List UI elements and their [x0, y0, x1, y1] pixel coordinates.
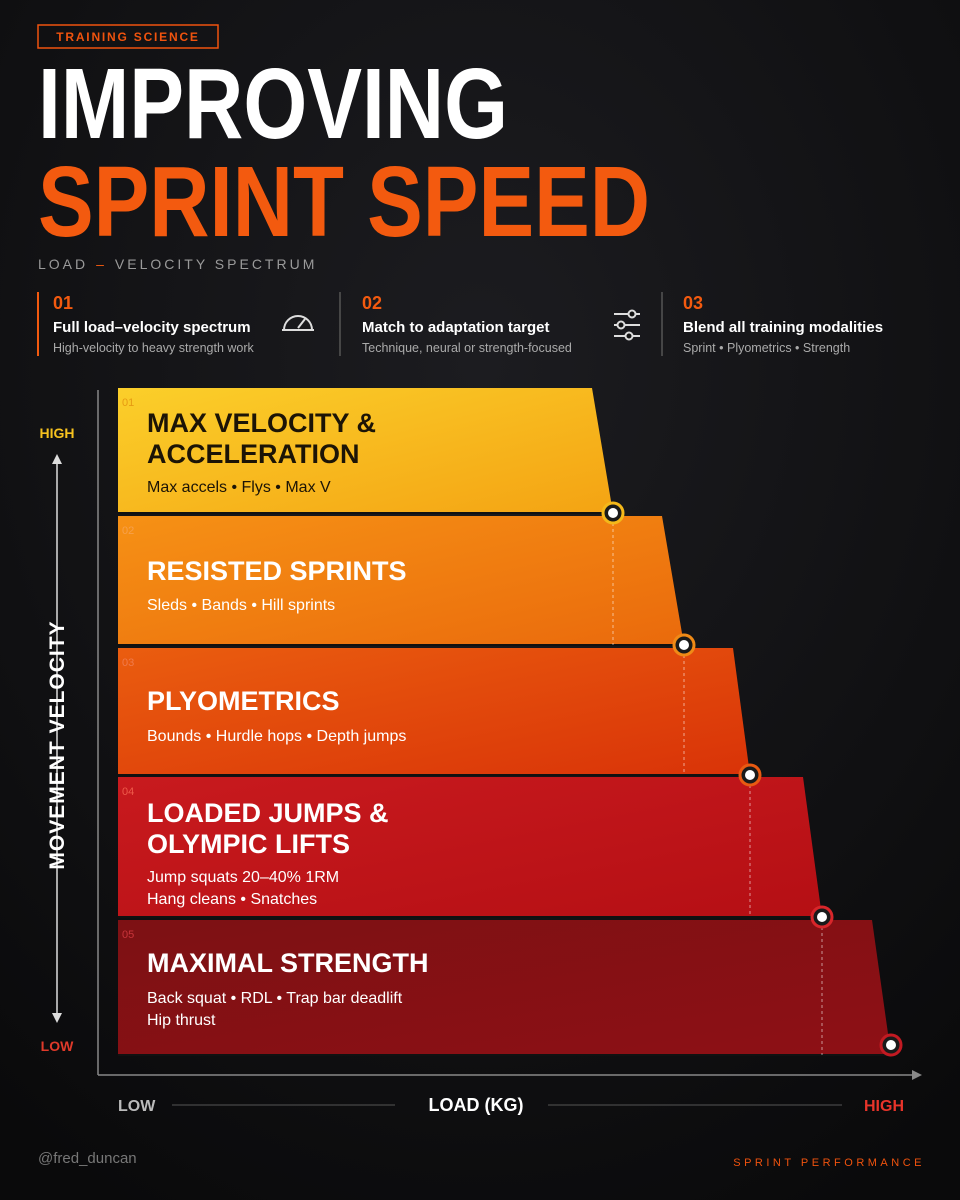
tier-title: PLYOMETRICS — [147, 686, 340, 716]
tag: TRAINING SCIENCE — [56, 30, 199, 44]
pillar-text: Technique, neural or strength-focused — [362, 341, 572, 355]
marker-dot — [608, 508, 618, 518]
y-axis-label: MOVEMENT VELOCITY — [46, 620, 69, 869]
pillar-title: Match to adaptation target — [362, 319, 550, 336]
tier-title: ACCELERATION — [147, 439, 360, 469]
tag-box — [37, 24, 219, 49]
sliders-icon — [614, 309, 640, 341]
pillar-title: Full load–velocity spectrum — [53, 319, 251, 336]
x-axis-arrow — [912, 1070, 922, 1080]
tier-detail: Hip thrust — [147, 1012, 216, 1029]
tier-number: 01 — [122, 397, 134, 409]
tier-title: MAX VELOCITY & — [147, 408, 376, 438]
y-high: HIGH — [40, 425, 75, 441]
x-low: LOW — [118, 1098, 156, 1115]
tier-detail: Bounds • Hurdle hops • Depth jumps — [147, 728, 406, 745]
tier-detail: Hang cleans • Snatches — [147, 891, 317, 908]
subtitle-dash: – — [96, 256, 107, 272]
tier-title: OLYMPIC LIFTS — [147, 829, 350, 859]
tier-shape — [118, 777, 822, 917]
tier-detail: Max accels • Flys • Max V — [147, 479, 331, 496]
tier-number: 04 — [122, 786, 134, 798]
pillar-number: 01 — [53, 293, 73, 313]
subtitle-right: VELOCITY SPECTRUM — [115, 256, 317, 272]
tier-number: 02 — [122, 525, 134, 537]
pillar-number: 02 — [362, 293, 382, 313]
marker-dot — [745, 770, 755, 780]
tier-number: 03 — [122, 657, 134, 669]
tier-number: 05 — [122, 929, 134, 941]
pillars: 01 Full load–velocity spectrum High-veloci… — [53, 293, 883, 355]
subtitle-left: LOAD — [38, 256, 88, 272]
title-line-2: SPRINT SPEED — [38, 146, 650, 258]
tiers: 01 MAX VELOCITY &ACCELERATION Max accels •… — [118, 388, 903, 1057]
pillar-title: Blend all training modalities — [683, 319, 883, 336]
subtitle: LOAD – VELOCITY SPECTRUM — [38, 256, 317, 272]
marker-dot — [886, 1040, 896, 1050]
y-low: LOW — [41, 1038, 74, 1054]
brand: SPRINT PERFORMANCE — [733, 1157, 925, 1169]
tier-detail: Jump squats 20–40% 1RM — [147, 869, 339, 886]
tier-title: LOADED JUMPS & — [147, 798, 389, 828]
handle: @fred_duncan — [38, 1150, 137, 1167]
tier-detail: Back squat • RDL • Trap bar deadlift — [147, 990, 403, 1007]
tier-title: MAXIMAL STRENGTH — [147, 948, 429, 978]
tier-title: RESISTED SPRINTS — [147, 556, 407, 586]
gauge-icon — [282, 315, 314, 331]
title-line-1: IMPROVING — [38, 48, 508, 160]
tier-shape — [118, 388, 613, 513]
pillar-text: Sprint • Plyometrics • Strength — [683, 341, 850, 355]
pillar-number: 03 — [683, 293, 703, 313]
tier-detail: Sleds • Bands • Hill sprints — [147, 597, 335, 614]
x-axis-label: LOAD (KG) — [429, 1095, 524, 1115]
marker-dot — [817, 912, 827, 922]
pillar-text: High-velocity to heavy strength work — [53, 341, 255, 355]
tier-shape — [118, 516, 684, 645]
x-high: HIGH — [864, 1098, 904, 1115]
marker-dot — [679, 640, 689, 650]
tier-shape — [118, 920, 891, 1055]
tier-shape — [118, 648, 750, 775]
